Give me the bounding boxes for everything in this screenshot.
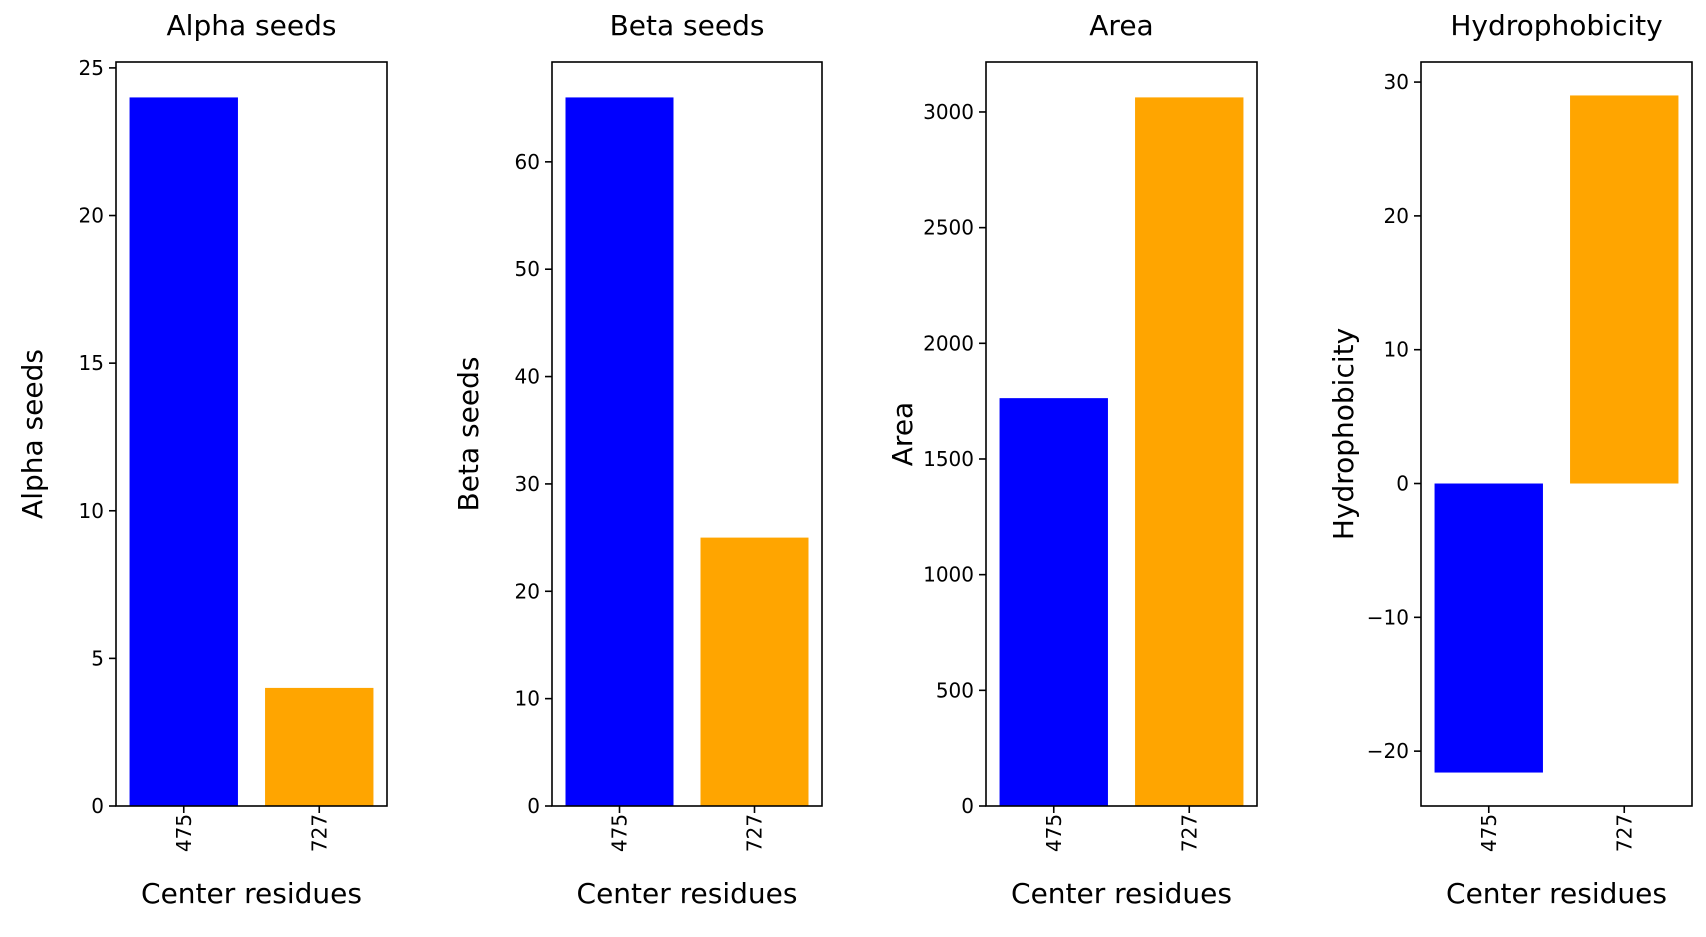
x-axis-label: Center residues: [1011, 877, 1232, 910]
y-tick-label: 30: [515, 472, 540, 496]
y-tick-label: 40: [515, 365, 540, 389]
bar-727: [265, 687, 374, 806]
chart-title: Beta seeds: [610, 9, 765, 42]
chart-panel-2: 0 10 20 30 40 50 60 475 727 Beta seeds Center resi…: [452, 9, 823, 910]
x-axis-label: Center residues: [141, 877, 362, 910]
y-tick-label: 1000: [923, 563, 974, 587]
y-tick-label: 10: [79, 499, 104, 523]
y-tick-label: 25: [79, 56, 104, 80]
y-tick-label: 10: [515, 687, 540, 711]
y-tick-label: −10: [1367, 605, 1409, 629]
y-tick-label: 0: [91, 794, 104, 818]
axes-frame: [985, 61, 1258, 807]
y-axis-label: Alpha seeds: [16, 349, 49, 519]
y-tick-label: 20: [1384, 204, 1409, 228]
chart-title: Alpha seeds: [167, 9, 337, 42]
x-tick-label-475: 475: [172, 814, 196, 852]
y-tick-label: 0: [961, 794, 974, 818]
y-tick-label: −20: [1367, 739, 1409, 763]
y-tick-label: 20: [515, 579, 540, 603]
x-tick-label-475: 475: [1042, 814, 1066, 852]
chart-title: Area: [1089, 9, 1153, 42]
bar-727: [1570, 95, 1679, 484]
x-tick-label-727: 727: [307, 814, 331, 852]
axes-frame: [1420, 61, 1693, 807]
y-axis-label: Beta seeds: [452, 357, 485, 512]
y-tick-label: 10: [1384, 338, 1409, 362]
chart-title: Hydrophobicity: [1450, 9, 1662, 42]
bar-727: [1135, 97, 1244, 807]
bar-475: [999, 398, 1108, 806]
x-tick-label-727: 727: [1177, 814, 1201, 852]
chart-panel-4: −20 −10 0 10 20 30 475 727 Hydrophobicity Center …: [1327, 9, 1693, 910]
x-axis-label: Center residues: [577, 877, 798, 910]
y-tick-label: 0: [1396, 472, 1409, 496]
x-tick-label-727: 727: [1612, 814, 1636, 852]
x-tick-label-727: 727: [743, 814, 767, 852]
y-tick-label: 3000: [923, 100, 974, 124]
y-tick-label: 2500: [923, 216, 974, 240]
y-tick-label: 5: [91, 646, 104, 670]
y-tick-label: 15: [79, 351, 104, 375]
y-tick-label: 1500: [923, 447, 974, 471]
x-tick-label-475: 475: [608, 814, 632, 852]
chart-panel-1: 0 5 10 15 20 25 475 727 Alpha seeds Center residu…: [16, 9, 388, 910]
bar-475: [129, 97, 238, 806]
chart-panel-3: 0 500 1000 1500 2000 2500 3000 475 727 Area Center…: [886, 9, 1258, 910]
y-axis-label: Hydrophobicity: [1327, 328, 1360, 540]
y-tick-label: 30: [1384, 70, 1409, 94]
bar-475: [565, 97, 674, 806]
y-tick-label: 500: [936, 678, 974, 702]
y-tick-label: 0: [527, 794, 540, 818]
axes-frame: [551, 61, 823, 807]
y-tick-label: 60: [515, 150, 540, 174]
axes-frame: [115, 61, 388, 807]
bar-727: [700, 537, 809, 806]
bar-475: [1434, 483, 1543, 773]
y-tick-label: 50: [515, 257, 540, 281]
y-tick-label: 2000: [923, 331, 974, 355]
y-axis-label: Area: [886, 402, 919, 466]
x-axis-label: Center residues: [1446, 877, 1667, 910]
y-tick-label: 20: [79, 204, 104, 228]
x-tick-label-475: 475: [1477, 814, 1501, 852]
